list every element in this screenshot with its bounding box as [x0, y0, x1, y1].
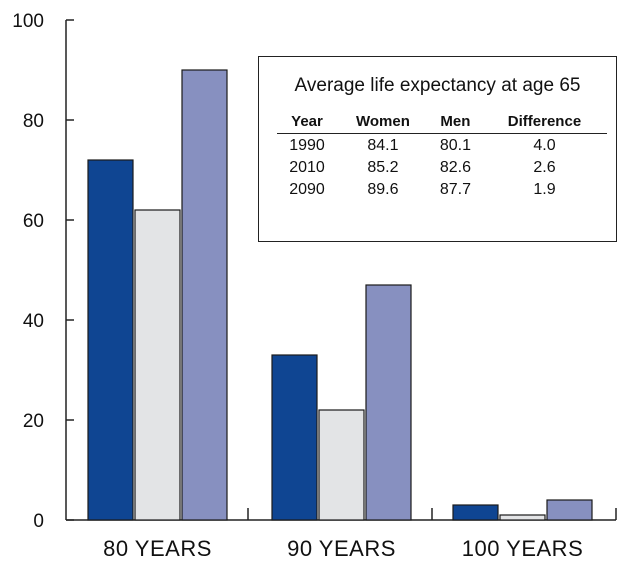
bars — [87, 69, 593, 521]
header-men: Men — [428, 111, 482, 134]
x-category-label: 100 YEARS — [462, 536, 584, 561]
cell-men: 87.7 — [439, 181, 471, 198]
bar — [181, 69, 228, 521]
y-tick-label: 100 — [12, 11, 44, 32]
y-tick-label: 20 — [23, 411, 44, 432]
y-tick-label: 60 — [23, 211, 44, 232]
x-category-label: 90 YEARS — [287, 536, 396, 561]
table-row: 1990 84.1 80.1 4.0 — [277, 134, 607, 157]
cell-difference: 1.9 — [533, 181, 556, 198]
cell-year: 2010 — [289, 159, 325, 176]
table-header-row: Year Women Men Difference — [277, 111, 607, 134]
cell-year: 2090 — [289, 181, 325, 198]
cell-men: 80.1 — [439, 137, 471, 154]
cell-women: 85.2 — [367, 159, 399, 176]
x-category-label: 80 YEARS — [103, 536, 212, 561]
header-year: Year — [277, 111, 337, 134]
bar — [546, 499, 593, 521]
cell-year: 1990 — [289, 137, 325, 154]
table-row: 2090 89.6 87.7 1.9 — [277, 178, 607, 200]
bar — [452, 504, 499, 521]
axis-labels: 0 20 40 60 80 100 80 YEARS 90 YEARS 100 YEARS — [12, 11, 584, 561]
table-title: Average life expectancy at age 65 — [294, 75, 581, 96]
cell-difference: 4.0 — [533, 137, 556, 154]
y-tick-label: 40 — [23, 311, 44, 332]
bar — [318, 409, 365, 521]
y-tick-label: 80 — [23, 111, 44, 132]
cell-women: 89.6 — [367, 181, 399, 198]
bar — [134, 209, 181, 521]
table-row: 2010 85.2 82.6 2.6 — [277, 156, 607, 178]
bar — [365, 284, 412, 521]
cell-difference: 2.6 — [533, 159, 556, 176]
bar — [271, 354, 318, 521]
bar — [499, 514, 546, 521]
life-expectancy-table-box: Average life expectancy at age 65 Year W… — [258, 56, 617, 242]
bar — [87, 159, 134, 521]
cell-men: 82.6 — [439, 159, 471, 176]
life-expectancy-table: Year Women Men Difference 1990 84.1 80.1… — [277, 111, 607, 200]
y-tick-label: 0 — [33, 511, 44, 532]
header-difference: Difference — [481, 111, 607, 134]
cell-women: 84.1 — [367, 137, 399, 154]
header-women: Women — [337, 111, 429, 134]
